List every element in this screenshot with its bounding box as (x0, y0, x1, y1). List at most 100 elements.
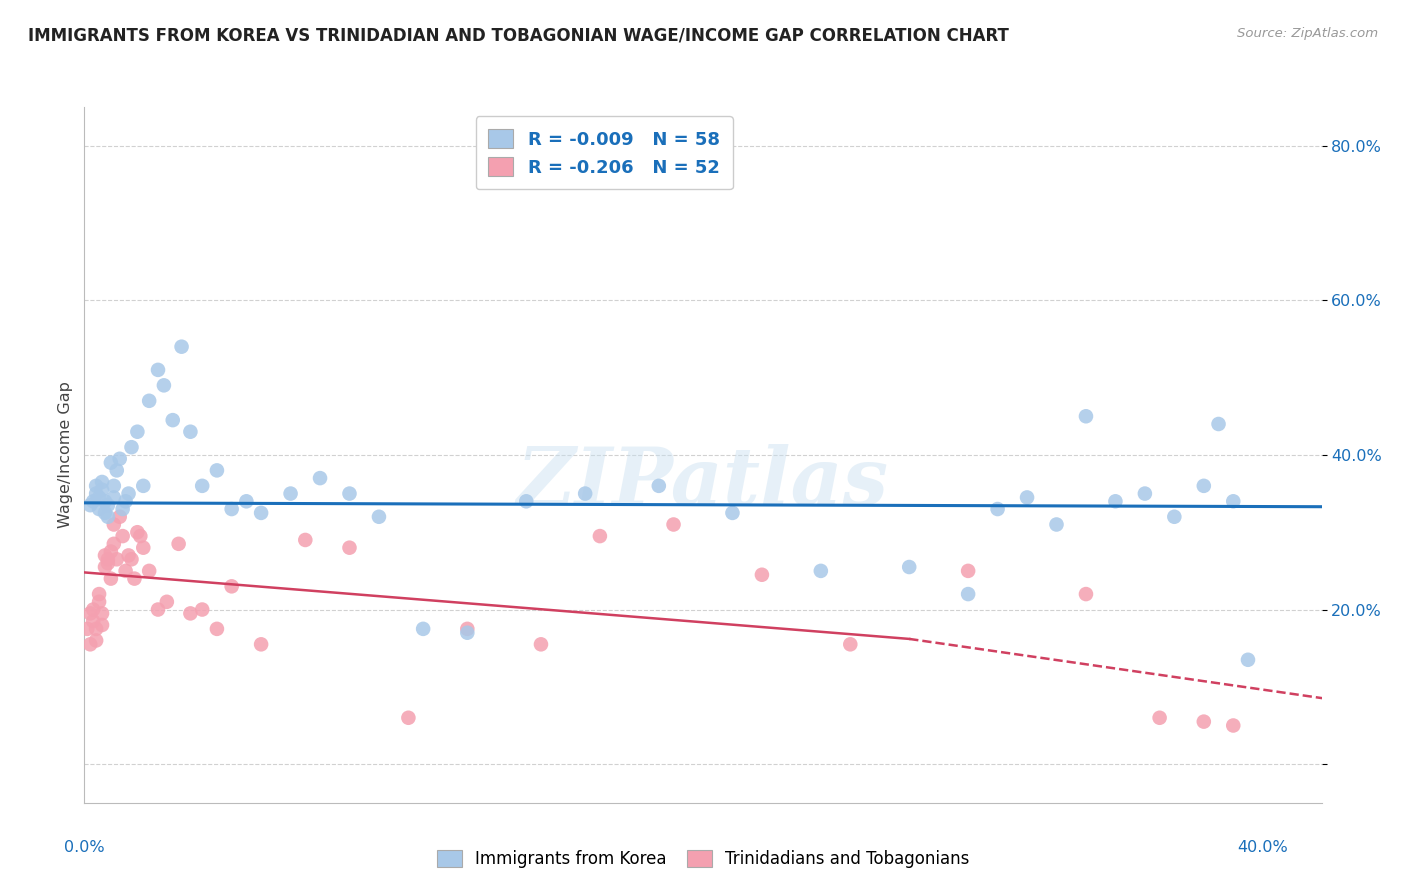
Text: 0.0%: 0.0% (65, 840, 104, 855)
Point (1074, 587, 1097, 601)
Point (132, 541, 155, 555)
Point (280, 486, 302, 500)
Point (103, 517, 125, 532)
Point (124, 572, 146, 586)
Point (250, 637, 273, 651)
Point (221, 579, 243, 593)
Point (105, 552, 128, 566)
Point (117, 549, 139, 563)
Point (146, 602, 169, 616)
Point (1237, 653, 1260, 667)
Point (79, 498, 101, 512)
Point (839, 637, 862, 651)
Point (648, 479, 671, 493)
Point (1222, 718, 1244, 732)
Point (84, 622, 107, 636)
Point (156, 595, 179, 609)
Point (1045, 517, 1067, 532)
Point (87, 587, 110, 601)
Point (987, 502, 1010, 516)
Point (1015, 491, 1038, 505)
Point (721, 506, 744, 520)
Point (179, 425, 201, 439)
Point (146, 363, 169, 377)
Point (79, 607, 101, 621)
Text: ZIPatlas: ZIPatlas (517, 444, 889, 522)
Point (1074, 409, 1097, 424)
Point (103, 479, 125, 493)
Point (132, 479, 155, 493)
Point (114, 494, 136, 508)
Text: Source: ZipAtlas.com: Source: ZipAtlas.com (1237, 27, 1378, 40)
Point (1192, 479, 1215, 493)
Point (129, 529, 152, 543)
Y-axis label: Wage/Income Gap: Wage/Income Gap (58, 382, 73, 528)
Text: IMMIGRANTS FROM KOREA VS TRINIDADIAN AND TOBAGONIAN WAGE/INCOME GAP CORRELATION : IMMIGRANTS FROM KOREA VS TRINIDADIAN AND… (28, 27, 1010, 45)
Point (456, 625, 478, 640)
Point (91, 483, 114, 497)
Point (108, 509, 131, 524)
Point (294, 533, 316, 547)
Point (114, 564, 136, 578)
Point (751, 567, 773, 582)
Point (100, 456, 122, 470)
Point (117, 486, 139, 500)
Point (456, 622, 478, 636)
Point (191, 602, 214, 616)
Point (162, 413, 184, 427)
Point (94, 560, 117, 574)
Point (153, 378, 176, 392)
Point (810, 564, 832, 578)
Point (94, 506, 117, 520)
Point (1163, 509, 1185, 524)
Point (100, 572, 122, 586)
Point (87, 491, 110, 505)
Point (1104, 494, 1126, 508)
Point (84, 486, 107, 500)
Point (396, 711, 419, 725)
Point (84, 479, 107, 493)
Point (121, 440, 143, 454)
Point (127, 525, 149, 540)
Point (515, 494, 537, 508)
Point (957, 587, 980, 601)
Point (235, 494, 257, 508)
Point (91, 607, 114, 621)
Point (170, 340, 193, 354)
Point (87, 595, 110, 609)
Point (97, 498, 120, 512)
Point (205, 622, 228, 636)
Point (339, 486, 361, 500)
Point (1192, 714, 1215, 729)
Point (103, 537, 125, 551)
Point (79, 637, 101, 651)
Point (127, 425, 149, 439)
Point (82, 494, 104, 508)
Point (191, 479, 214, 493)
Point (82, 602, 104, 616)
Point (1149, 711, 1171, 725)
Point (898, 560, 921, 574)
Point (138, 393, 160, 408)
Point (339, 541, 361, 555)
Text: 40.0%: 40.0% (1237, 840, 1288, 855)
Point (121, 552, 143, 566)
Point (1208, 417, 1230, 431)
Point (108, 451, 131, 466)
Point (87, 502, 110, 516)
Point (97, 552, 120, 566)
Point (250, 506, 273, 520)
Point (589, 529, 612, 543)
Point (221, 502, 243, 516)
Point (1133, 486, 1156, 500)
Point (1222, 494, 1244, 508)
Point (100, 544, 122, 558)
Point (105, 463, 128, 477)
Point (179, 607, 201, 621)
Point (167, 537, 190, 551)
Point (530, 637, 553, 651)
Point (309, 471, 332, 485)
Point (82, 614, 104, 628)
Point (97, 509, 120, 524)
Point (111, 502, 134, 516)
